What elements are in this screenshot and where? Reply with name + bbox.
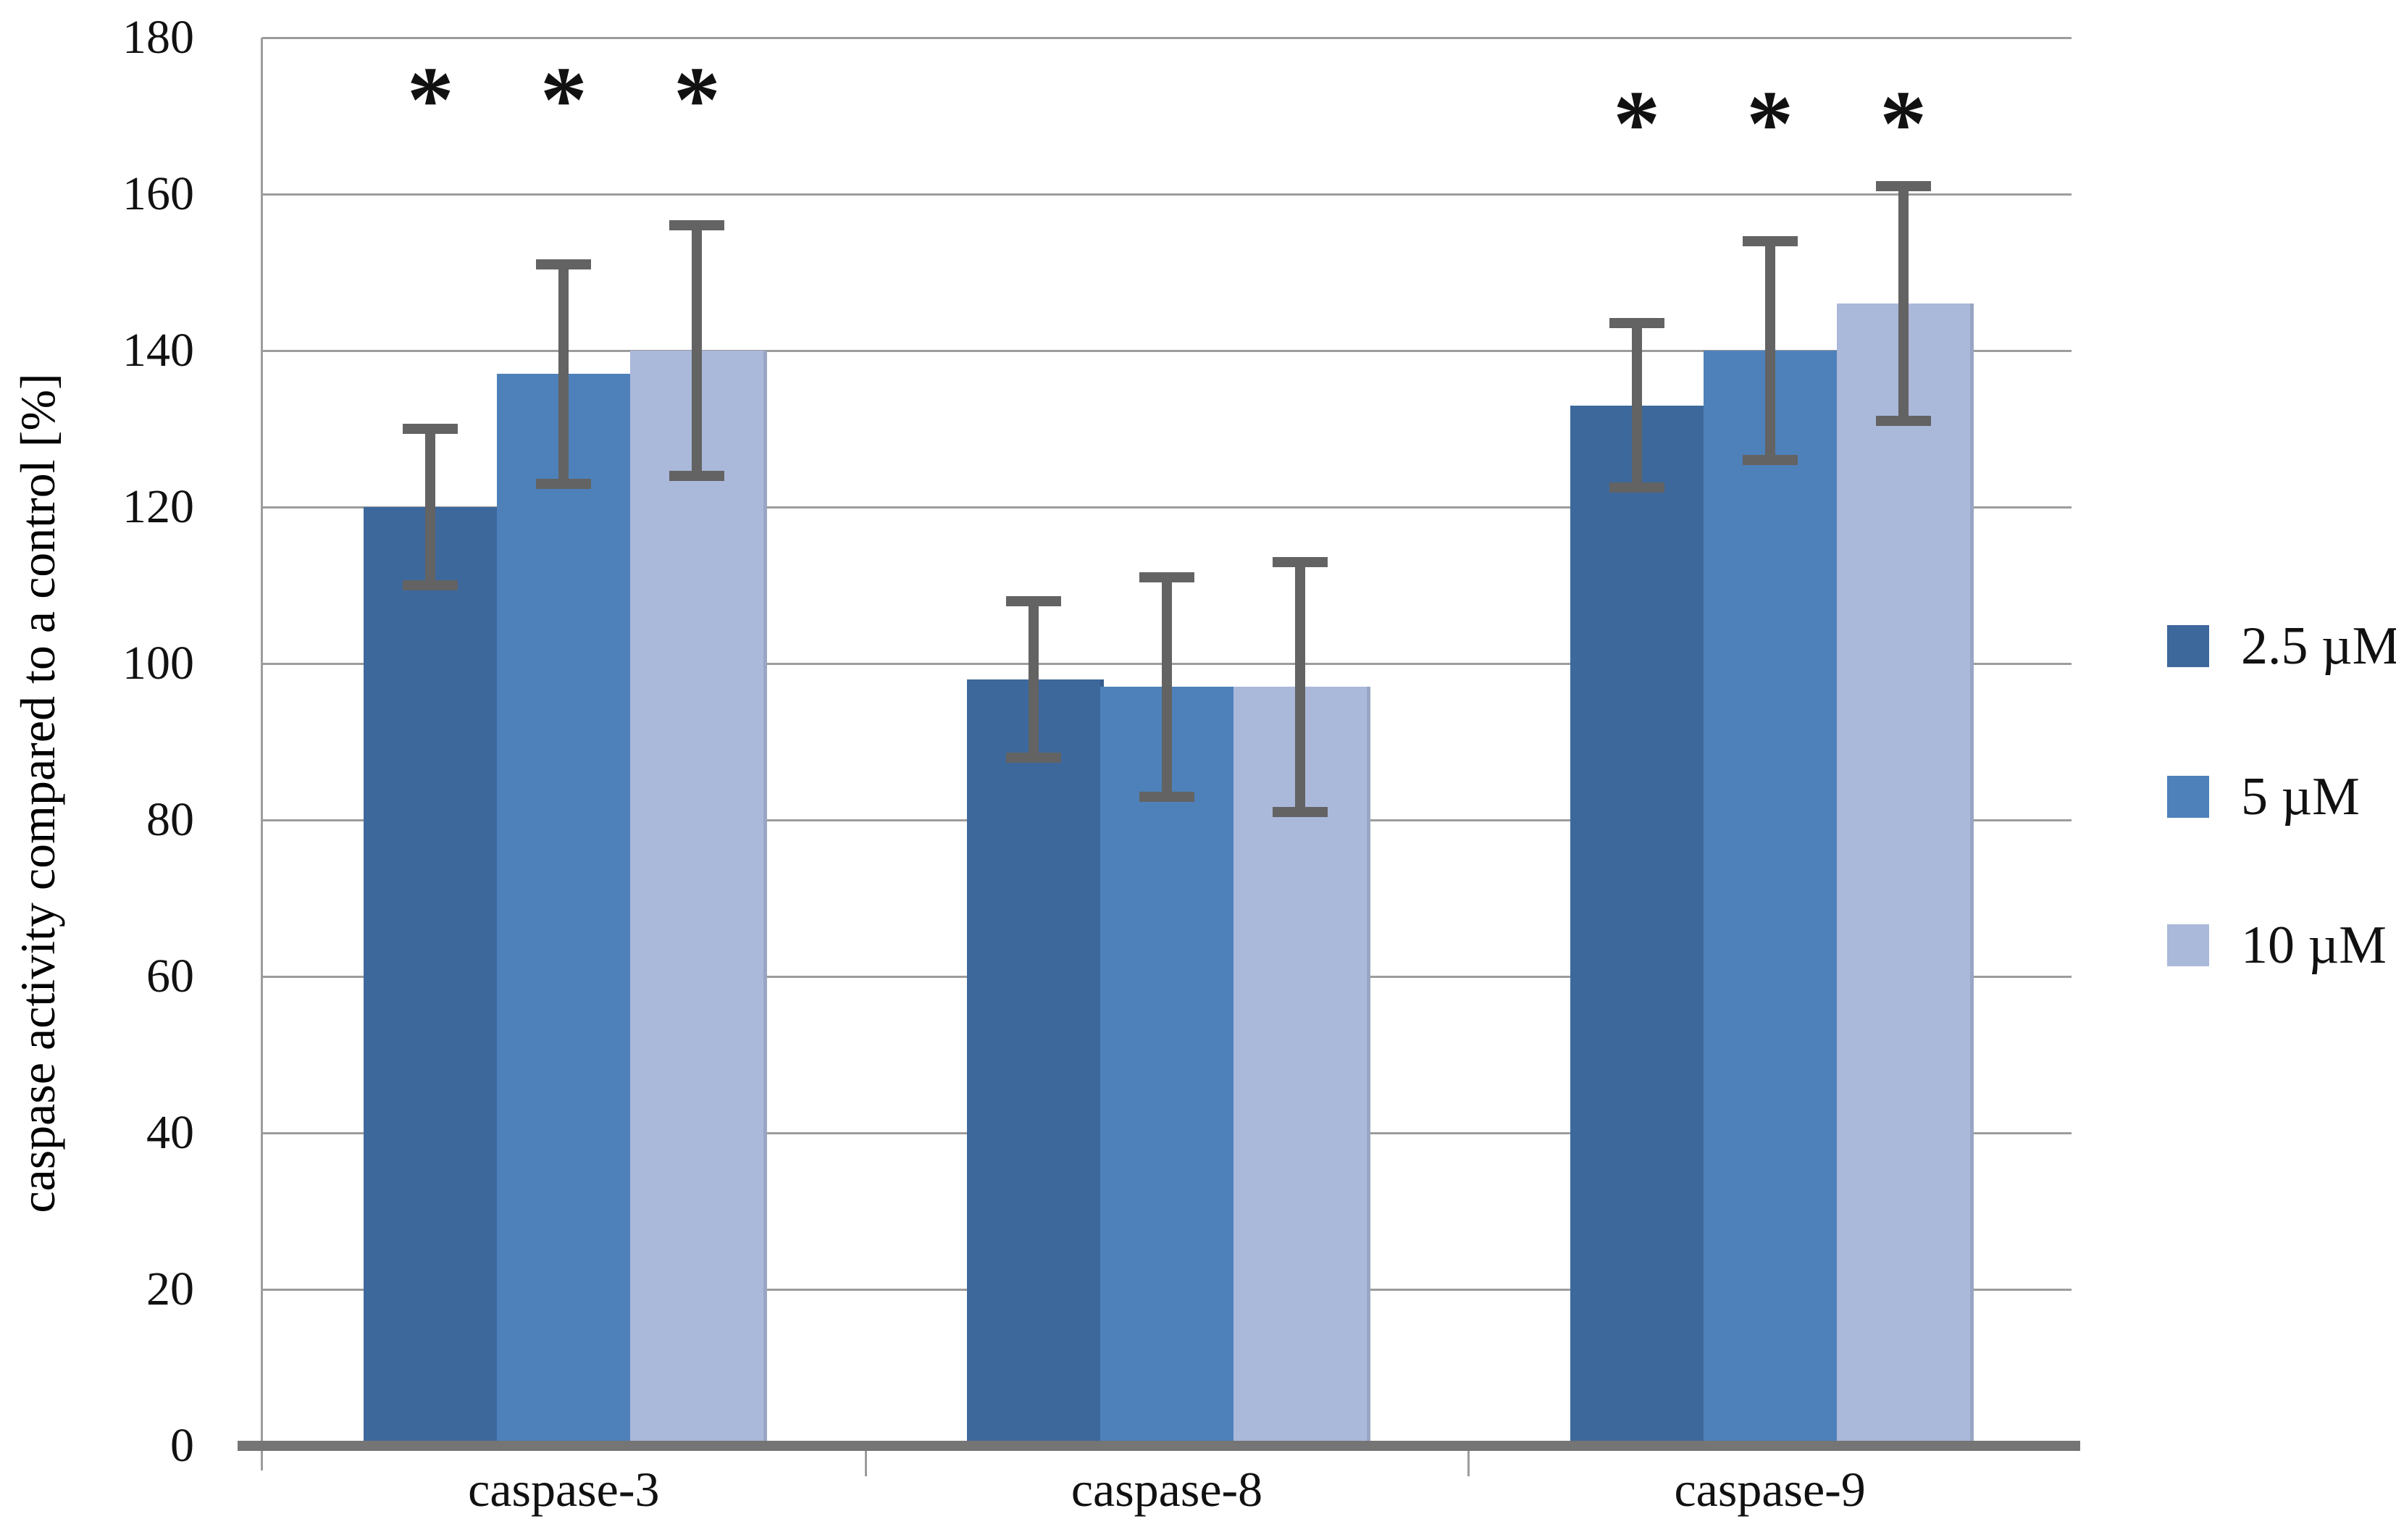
error-bar-line bbox=[1764, 240, 1775, 461]
significance-asterisk: * bbox=[540, 48, 587, 153]
error-bar-top-cap bbox=[1875, 181, 1931, 192]
y-tick-label-140: 140 bbox=[122, 324, 194, 377]
error-bar-top-cap bbox=[1273, 556, 1328, 567]
significance-asterisk: * bbox=[673, 48, 721, 153]
error-bar-bottom-cap bbox=[403, 580, 458, 590]
y-tick-label-120: 120 bbox=[122, 480, 194, 533]
y-tick-label-180: 180 bbox=[122, 11, 194, 64]
bar-caspase-9-10µM bbox=[1836, 304, 1974, 1446]
error-bar-top-cap bbox=[669, 220, 725, 231]
y-tick-label-100: 100 bbox=[122, 637, 194, 690]
significance-asterisk: * bbox=[1880, 71, 1927, 176]
error-bar-bottom-cap bbox=[1742, 455, 1798, 466]
y-tick-label-40: 40 bbox=[146, 1106, 194, 1159]
error-bar-line bbox=[1295, 561, 1305, 813]
gridline-180 bbox=[262, 37, 2072, 39]
y-tick-label-60: 60 bbox=[146, 950, 194, 1003]
y-axis-line bbox=[261, 38, 263, 1470]
y-tick-label-20: 20 bbox=[146, 1263, 194, 1315]
bar-caspase-8-2.5µM bbox=[967, 679, 1104, 1446]
legend-swatch-2.5µM bbox=[2167, 625, 2209, 667]
bar-caspase-9-5µM bbox=[1703, 351, 1840, 1446]
bar-caspase-3-10µM bbox=[630, 351, 768, 1446]
error-bar-bottom-cap bbox=[1006, 752, 1061, 763]
error-bar-line bbox=[1898, 186, 1909, 422]
error-bar-top-cap bbox=[1006, 595, 1061, 606]
significance-asterisk: * bbox=[1746, 71, 1794, 176]
x-axis-tick bbox=[1467, 1446, 1470, 1476]
error-bar-line bbox=[425, 429, 436, 585]
error-bar-top-cap bbox=[536, 259, 592, 270]
legend-label-5µM: 5 µM bbox=[2241, 767, 2360, 827]
bar-caspase-8-5µM bbox=[1100, 687, 1237, 1446]
gridline-160 bbox=[262, 193, 2072, 196]
error-bar-top-cap bbox=[403, 424, 458, 434]
error-bar-bottom-cap bbox=[669, 470, 725, 481]
legend-swatch-5µM bbox=[2167, 776, 2209, 818]
bar-caspase-3-5µM bbox=[497, 374, 634, 1446]
error-bar-bottom-cap bbox=[536, 478, 592, 489]
y-tick-label-160: 160 bbox=[122, 167, 194, 220]
error-bar-top-cap bbox=[1742, 235, 1798, 246]
error-bar-line bbox=[1029, 600, 1039, 758]
error-bar-bottom-cap bbox=[1609, 482, 1664, 493]
bar-caspase-9-2.5µM bbox=[1570, 405, 1707, 1446]
error-bar-top-cap bbox=[1609, 318, 1664, 329]
x-axis-tick bbox=[864, 1446, 867, 1476]
error-bar-line bbox=[558, 264, 569, 484]
error-bar-line bbox=[692, 225, 703, 476]
legend-label-10µM: 10 µM bbox=[2241, 916, 2387, 975]
x-axis-label-caspase-8: caspase-8 bbox=[1071, 1462, 1263, 1517]
error-bar-bottom-cap bbox=[1273, 807, 1328, 818]
error-bar-top-cap bbox=[1139, 572, 1194, 583]
x-axis-line bbox=[238, 1441, 2080, 1451]
gridline-140 bbox=[262, 350, 2072, 352]
gridline-120 bbox=[262, 506, 2072, 509]
error-bar-bottom-cap bbox=[1875, 416, 1931, 427]
legend-swatch-10µM bbox=[2167, 924, 2209, 966]
significance-asterisk: * bbox=[1613, 71, 1661, 176]
x-axis-label-caspase-9: caspase-9 bbox=[1674, 1462, 1866, 1517]
legend-label-2.5µM: 2.5 µM bbox=[2241, 616, 2396, 676]
y-tick-label-80: 80 bbox=[146, 793, 194, 846]
error-bar-line bbox=[1162, 577, 1172, 797]
y-tick-label-0: 0 bbox=[170, 1419, 194, 1472]
error-bar-bottom-cap bbox=[1139, 791, 1194, 802]
bar-caspase-3-2.5µM bbox=[364, 507, 501, 1446]
error-bar-line bbox=[1631, 323, 1642, 487]
x-axis-label-caspase-3: caspase-3 bbox=[468, 1462, 660, 1517]
significance-asterisk: * bbox=[406, 48, 454, 153]
